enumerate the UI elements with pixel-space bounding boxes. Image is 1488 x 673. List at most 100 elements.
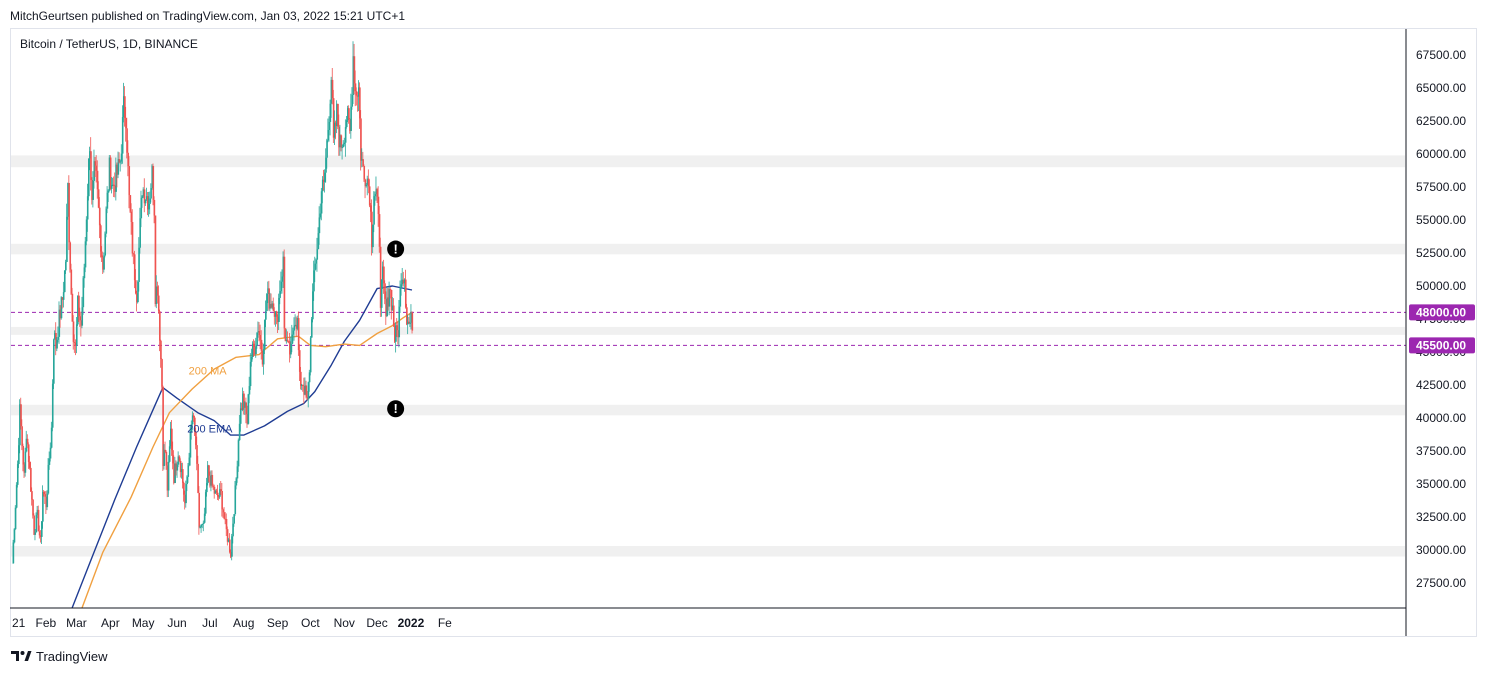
- candle-body: [118, 159, 121, 163]
- candle-body: [326, 140, 328, 158]
- candle-body: [234, 485, 237, 515]
- candle-body: [379, 246, 382, 308]
- candle-body: [389, 289, 392, 291]
- candle-body: [183, 482, 185, 495]
- candle-body: [345, 120, 348, 128]
- candle-body: [24, 451, 27, 473]
- candle-body: [212, 485, 215, 487]
- x-tick-label: Aug: [233, 616, 254, 630]
- candle-body: [239, 408, 242, 424]
- candle-body: [284, 328, 287, 342]
- candle-body: [243, 393, 245, 408]
- candle-body: [378, 214, 381, 247]
- candle-body: [130, 211, 133, 223]
- candle-body: [279, 291, 281, 298]
- candle-body: [83, 267, 86, 279]
- candle-body: [50, 427, 53, 448]
- candle-body: [110, 185, 113, 189]
- candle-body: [294, 324, 297, 326]
- candle-body: [265, 311, 267, 320]
- candle-body: [260, 339, 263, 351]
- alert-icon-glyph: !: [393, 242, 397, 257]
- candle-body: [57, 336, 60, 340]
- candle-body: [276, 311, 278, 317]
- candle-body: [116, 164, 119, 175]
- candle-body: [323, 179, 325, 182]
- candle-body: [357, 87, 360, 97]
- candle-body: [309, 337, 312, 373]
- candle-body: [190, 424, 193, 433]
- candle-body: [48, 458, 51, 465]
- candle-body: [283, 256, 286, 329]
- candle-body: [196, 445, 198, 464]
- candles: [12, 41, 414, 564]
- footer-brand[interactable]: TradingView: [36, 648, 108, 664]
- y-tick-label: 37500.00: [1416, 444, 1466, 458]
- candle-body: [401, 279, 404, 285]
- candle-body: [377, 196, 380, 215]
- candle-body: [330, 79, 333, 104]
- candle-body: [186, 476, 188, 485]
- candle-body: [38, 531, 41, 536]
- tradingview-logo-icon[interactable]: [10, 649, 32, 663]
- candle-body: [363, 165, 366, 180]
- candle-body: [351, 95, 354, 107]
- candle-body: [91, 180, 93, 200]
- candle-body: [390, 289, 393, 311]
- candle-body: [209, 475, 211, 486]
- candle-body: [253, 343, 255, 348]
- candle-body: [71, 293, 74, 322]
- candle-body: [249, 361, 252, 387]
- candle-body: [408, 321, 410, 324]
- candle-body: [214, 490, 217, 494]
- candle-body: [394, 325, 396, 342]
- ma-200-line: [81, 311, 413, 609]
- candle-body: [227, 539, 230, 542]
- candle-body: [121, 117, 124, 154]
- candle-body: [56, 339, 58, 349]
- candle-body: [14, 507, 17, 530]
- candle-body: [221, 491, 223, 510]
- candle-body: [143, 189, 146, 204]
- candle-body: [149, 198, 151, 204]
- candle-body: [106, 192, 109, 209]
- candle-body: [33, 515, 35, 535]
- candle-body: [314, 263, 316, 271]
- candle-body: [44, 494, 46, 497]
- candle-body: [396, 325, 398, 331]
- candle-body: [97, 189, 100, 208]
- candle-body: [88, 158, 90, 197]
- candle-body: [102, 257, 104, 270]
- candle-body: [410, 312, 413, 323]
- candle-body: [51, 383, 54, 428]
- ma-200-label: 200 MA: [189, 365, 228, 377]
- candle-body: [350, 106, 352, 132]
- candle-body: [68, 182, 70, 243]
- zone-band: [11, 404, 1405, 416]
- candle-body: [280, 281, 282, 292]
- candle-body: [329, 103, 332, 122]
- candle-body: [20, 404, 22, 427]
- ema-200-line: [71, 285, 413, 609]
- alert-icon: [387, 400, 405, 418]
- candle-body: [254, 347, 256, 355]
- candle-body: [373, 196, 375, 225]
- zone-band: [11, 155, 1405, 168]
- candle-body: [30, 467, 32, 492]
- candle-body: [216, 492, 219, 497]
- candle-body: [155, 286, 158, 305]
- candle-body: [198, 492, 201, 528]
- candle-body: [331, 79, 334, 99]
- candle-body: [246, 414, 249, 424]
- candle-body: [125, 118, 127, 129]
- candle-body: [195, 431, 197, 446]
- candle-body: [175, 463, 178, 471]
- candle-body: [340, 135, 343, 148]
- candle-body: [349, 119, 351, 132]
- y-tick-label: 57500.00: [1416, 180, 1466, 194]
- candle-body: [208, 465, 210, 476]
- candle-body: [184, 494, 186, 504]
- candle-body: [94, 161, 97, 166]
- candle-body: [74, 342, 77, 346]
